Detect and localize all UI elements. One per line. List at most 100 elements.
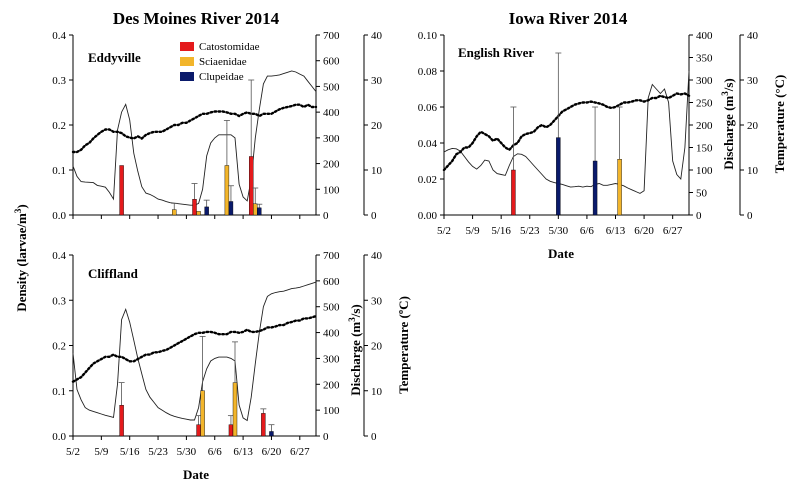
cliffland-x-tick-label: 5/16 (120, 446, 140, 458)
english-river-bar-clupeidae (556, 137, 561, 216)
english-river-temperature-tick-label: 20 (747, 120, 759, 132)
eddyville-density-tick-label: 0.3 (52, 75, 66, 87)
eddyville-temperature-line (71, 103, 318, 154)
cliffland-temperature-line (71, 314, 318, 383)
english-river-density-tick-label: 0.04 (418, 138, 438, 150)
eddyville-discharge-tick-label: 500 (323, 81, 340, 93)
eddyville-bar-clupeidae (228, 201, 234, 216)
legend-swatch-catostomidae (180, 42, 194, 51)
eddyville-density-tick-label: 0.0 (52, 210, 66, 222)
eddyville-density-tick-label: 0.2 (52, 120, 66, 132)
cliffland-bar-sciaenidae (200, 390, 205, 437)
english-river-density-tick-label: 0.02 (418, 174, 437, 186)
eddyville-density-tick-label: 0.1 (52, 165, 66, 177)
english-river-temperature-tick-label: 0 (747, 210, 753, 222)
eddyville-bar-clupeidae (204, 206, 209, 216)
english-river-discharge-tick-label: 300 (696, 75, 713, 87)
cliffland-discharge-tick-label: 200 (323, 379, 340, 391)
des-moines-title: Des Moines River 2014 (113, 9, 280, 28)
english-river-x-tick-label: 5/2 (437, 225, 451, 237)
cliffland-discharge-line (72, 281, 317, 422)
english-river-discharge-tick-label: 50 (696, 188, 708, 200)
eddyville-discharge-tick-label: 700 (323, 30, 340, 42)
cliffland-density-tick-label: 0.0 (52, 431, 66, 443)
cliffland-site-label: Cliffland (88, 266, 139, 281)
eddyville-site-label: Eddyville (88, 50, 141, 65)
english-river-discharge-tick-label: 100 (696, 165, 713, 177)
eddyville-bar-sciaenidae (253, 203, 258, 216)
cliffland-x-tick-label: 6/13 (233, 446, 253, 458)
cliffland-bar-catostomidae (119, 405, 124, 437)
english-river-x-tick-label: 5/16 (491, 225, 511, 237)
iowa-title: Iowa River 2014 (509, 9, 628, 28)
english-river-temperature-tick-label: 40 (747, 30, 759, 42)
english-river-density-tick-label: 0.08 (418, 66, 438, 78)
english-river-density-tick-label: 0.06 (418, 102, 438, 114)
eddyville-temperature-tick-label: 30 (371, 75, 383, 87)
cliffland-temperature-tick-label: 30 (371, 295, 383, 307)
cliffland-discharge-tick-label: 0 (323, 431, 329, 443)
eddyville-bar-clupeidae (257, 207, 262, 216)
cliffland-discharge-tick-label: 500 (323, 302, 340, 314)
cliffland-discharge-tick-label: 300 (323, 353, 340, 365)
english-river-x-tick-label: 6/13 (606, 225, 626, 237)
english-river-density-tick-label: 0.00 (418, 210, 438, 222)
english-river-bar-catostomidae (511, 169, 516, 216)
cliffland-bar-sciaenidae (232, 382, 238, 437)
eddyville-temperature-tick-label: 40 (371, 30, 383, 42)
legend-swatch-sciaenidae (180, 57, 194, 66)
eddyville-temperature-tick-label: 10 (371, 165, 383, 177)
english-river-discharge-tick-label: 0 (696, 210, 702, 222)
eddyville-discharge-tick-label: 0 (323, 210, 329, 222)
eddyville-discharge-tick-label: 300 (323, 133, 340, 145)
english-date-axis-label: Date (548, 246, 574, 261)
cliffland-discharge-axis-label: Discharge (m3/s) (347, 304, 363, 396)
english-river-x-tick-label: 6/6 (580, 225, 595, 237)
eddyville-discharge-tick-label: 200 (323, 159, 340, 171)
legend: Catostomidae Sciaenidae Clupeidae (180, 41, 260, 83)
english-river-bar-sciaenidae (617, 158, 622, 216)
eddyville-bar-catostomidae (192, 199, 197, 216)
cliffland-density-tick-label: 0.1 (52, 386, 66, 398)
english-river-discharge-tick-label: 200 (696, 120, 713, 132)
cliffland-discharge-tick-label: 600 (323, 276, 340, 288)
cliffland-density-tick-label: 0.4 (52, 250, 66, 262)
legend-swatch-clupeidae (180, 72, 194, 81)
density-axis-label: Density (larvae/m3) (13, 204, 29, 311)
cliffland-x-tick-label: 5/30 (177, 446, 197, 458)
legend-label-sciaenidae: Sciaenidae (199, 56, 247, 68)
english-river-site-label: English River (458, 45, 534, 60)
cliffland-x-tick-label: 5/9 (94, 446, 109, 458)
english-river-x-tick-label: 5/9 (466, 225, 481, 237)
cliffland-bar-catostomidae (228, 424, 234, 437)
cliffland-temperature-tick-label: 20 (371, 341, 383, 353)
eddyville-discharge-tick-label: 100 (323, 184, 340, 196)
english-river-discharge-tick-label: 150 (696, 143, 713, 155)
legend-label-catostomidae: Catostomidae (199, 41, 260, 53)
cliffland-x-tick-label: 6/6 (208, 446, 223, 458)
english-discharge-axis-label: Discharge (m3/s) (720, 78, 736, 170)
legend-label-clupeidae: Clupeidae (199, 71, 244, 83)
eddyville-temperature-tick-label: 20 (371, 120, 383, 132)
cliffland-discharge-tick-label: 400 (323, 328, 340, 340)
eddyville-bar-sciaenidae (224, 165, 230, 216)
panel-english-river: English River 0.00 0.02 0.04 0.06 0.08 0.10 0 50… (418, 30, 759, 237)
cliffland-temperature-axis-label: Temperature (ºC) (396, 296, 411, 394)
cliffland-bar-catostomidae (196, 424, 201, 437)
english-temperature-axis-label: Temperature (°C) (772, 75, 787, 174)
cliffland-density-tick-label: 0.3 (52, 295, 66, 307)
english-river-temperature-tick-label: 10 (747, 165, 759, 177)
cliffland-temperature-tick-label: 40 (371, 250, 383, 262)
eddyville-bar-catostomidae (119, 165, 124, 216)
panel-cliffland: Cliffland0.00.10.20.30.40100200300400500… (52, 250, 382, 458)
eddyville-bar-sciaenidae (196, 211, 201, 216)
panel-eddyville: Eddyville0.00.10.20.30.40100200300400500… (52, 30, 382, 222)
eddyville-density-tick-label: 0.4 (52, 30, 66, 42)
english-river-temperature-line (442, 92, 691, 172)
cliffland-density-tick-label: 0.2 (52, 341, 66, 353)
cliffland-x-tick-label: 5/23 (148, 446, 168, 458)
english-river-x-tick-label: 6/20 (634, 225, 654, 237)
cliffland-bar-clupeidae (269, 431, 274, 437)
cliffland-discharge-tick-label: 700 (323, 250, 340, 262)
